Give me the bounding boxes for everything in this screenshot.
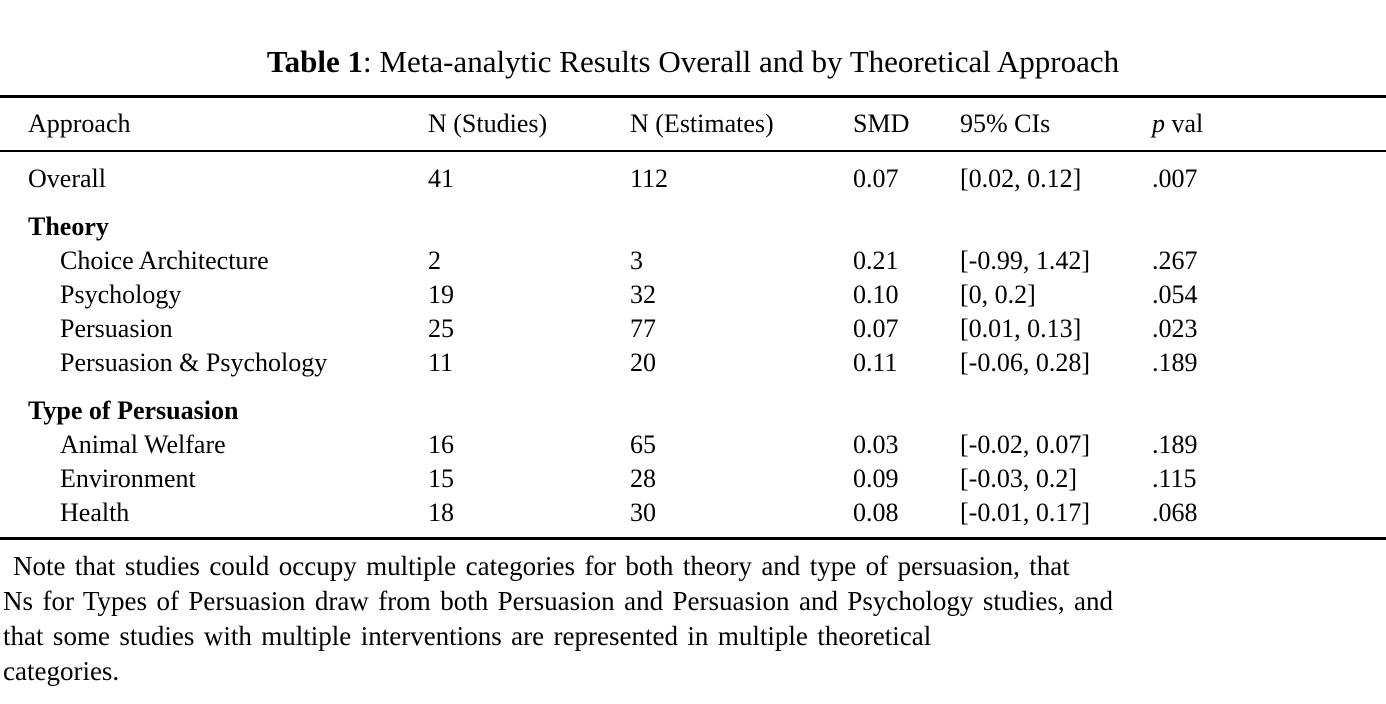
- cell-smd: 0.21: [853, 246, 899, 275]
- note-line: that some studies with multiple interven…: [3, 621, 932, 651]
- table-row-choice-architecture: Choice Architecture 2 3 0.21 [-0.99, 1.4…: [0, 244, 1386, 278]
- cell-n-estimates: 112: [630, 164, 669, 193]
- cell-p-val: .189: [1152, 430, 1198, 459]
- cell-smd: 0.11: [853, 348, 898, 377]
- cell-ci: [0, 0.2]: [960, 280, 1036, 309]
- table-row-psychology: Psychology 19 32 0.10 [0, 0.2] .054: [0, 278, 1386, 312]
- section-label: Type of Persuasion: [28, 396, 239, 425]
- cell-ci: [-0.06, 0.28]: [960, 348, 1090, 377]
- cell-p-val: .189: [1152, 348, 1198, 377]
- header-ci: 95% CIs: [960, 109, 1051, 138]
- top-rule: [0, 95, 1386, 98]
- cell-ci: [-0.99, 1.42]: [960, 246, 1090, 275]
- table-row-persuasion: Persuasion 25 77 0.07 [0.01, 0.13] .023: [0, 312, 1386, 346]
- cell-n-studies: 2: [428, 246, 441, 275]
- cell-n-studies: 18: [428, 498, 454, 527]
- table-row-environment: Environment 15 28 0.09 [-0.03, 0.2] .115: [0, 462, 1386, 496]
- cell-n-estimates: 28: [630, 464, 656, 493]
- header-p-val: p val: [1152, 109, 1386, 139]
- table-title: Table 1: Meta-analytic Results Overall a…: [0, 0, 1386, 80]
- cell-ci: [-0.03, 0.2]: [960, 464, 1077, 493]
- cell-n-estimates: 65: [630, 430, 656, 459]
- table-title-text: : Meta-analytic Results Overall and by T…: [363, 44, 1120, 79]
- header-n-studies: N (Studies): [428, 109, 548, 138]
- table-row-animal-welfare: Animal Welfare 16 65 0.03 [-0.02, 0.07] …: [0, 428, 1386, 462]
- header-rule: [0, 150, 1386, 152]
- row-label: Persuasion: [60, 314, 173, 343]
- table-row-persuasion-psychology: Persuasion & Psychology 11 20 0.11 [-0.0…: [0, 346, 1386, 380]
- row-label: Overall: [28, 164, 106, 193]
- cell-ci: [-0.01, 0.17]: [960, 498, 1090, 527]
- cell-ci: [0.01, 0.13]: [960, 314, 1082, 343]
- section-header-theory: Theory: [0, 210, 1386, 244]
- row-label: Persuasion & Psychology: [60, 348, 328, 377]
- cell-p-val: .054: [1152, 280, 1198, 309]
- cell-n-estimates: 30: [630, 498, 656, 527]
- bottom-rule: [0, 537, 1386, 540]
- cell-smd: 0.07: [853, 164, 899, 193]
- cell-n-studies: 15: [428, 464, 454, 493]
- cell-smd: 0.10: [853, 280, 899, 309]
- row-label: Health: [60, 498, 130, 527]
- note-line: Ns for Types of Persuasion draw from bot…: [3, 586, 1114, 616]
- header-n-estimates: N (Estimates): [630, 109, 774, 138]
- cell-n-studies: 16: [428, 430, 454, 459]
- cell-smd: 0.07: [853, 314, 899, 343]
- cell-n-estimates: 77: [630, 314, 656, 343]
- cell-smd: 0.08: [853, 498, 899, 527]
- row-label: Animal Welfare: [60, 430, 226, 459]
- header-smd: SMD: [853, 109, 910, 138]
- header-approach: Approach: [28, 109, 131, 138]
- note-line: Note that studies could occupy multiple …: [13, 551, 1070, 581]
- cell-n-estimates: 32: [630, 280, 656, 309]
- cell-ci: [-0.02, 0.07]: [960, 430, 1090, 459]
- cell-n-estimates: 3: [630, 246, 643, 275]
- cell-ci: [0.02, 0.12]: [960, 164, 1082, 193]
- table-row-health: Health 18 30 0.08 [-0.01, 0.17] .068: [0, 496, 1386, 530]
- cell-p-val: .267: [1152, 246, 1198, 275]
- cell-n-studies: 19: [428, 280, 454, 309]
- row-label: Environment: [60, 464, 196, 493]
- cell-p-val: .068: [1152, 498, 1198, 527]
- cell-n-studies: 25: [428, 314, 454, 343]
- header-p-rest: val: [1165, 109, 1204, 138]
- section-label: Theory: [28, 212, 109, 241]
- table-note: Note that studies could occupy multiple …: [0, 549, 1386, 689]
- cell-n-studies: 11: [428, 348, 454, 377]
- cell-n-estimates: 20: [630, 348, 656, 377]
- cell-p-val: .023: [1152, 314, 1198, 343]
- cell-smd: 0.03: [853, 430, 899, 459]
- table-number-label: Table 1: [266, 44, 364, 79]
- row-label: Psychology: [60, 280, 182, 309]
- header-p-symbol: p: [1152, 109, 1165, 138]
- cell-p-val: .007: [1152, 164, 1198, 193]
- section-header-type-of-persuasion: Type of Persuasion: [0, 394, 1386, 428]
- cell-n-studies: 41: [428, 164, 454, 193]
- note-line: categories.: [3, 656, 120, 686]
- row-label: Choice Architecture: [60, 246, 269, 275]
- cell-smd: 0.09: [853, 464, 899, 493]
- cell-p-val: .115: [1152, 464, 1197, 493]
- table-header-row: Approach N (Studies) N (Estimates) SMD 9…: [0, 98, 1386, 150]
- table-row-overall: Overall 41 112 0.07 [0.02, 0.12] .007: [0, 162, 1386, 196]
